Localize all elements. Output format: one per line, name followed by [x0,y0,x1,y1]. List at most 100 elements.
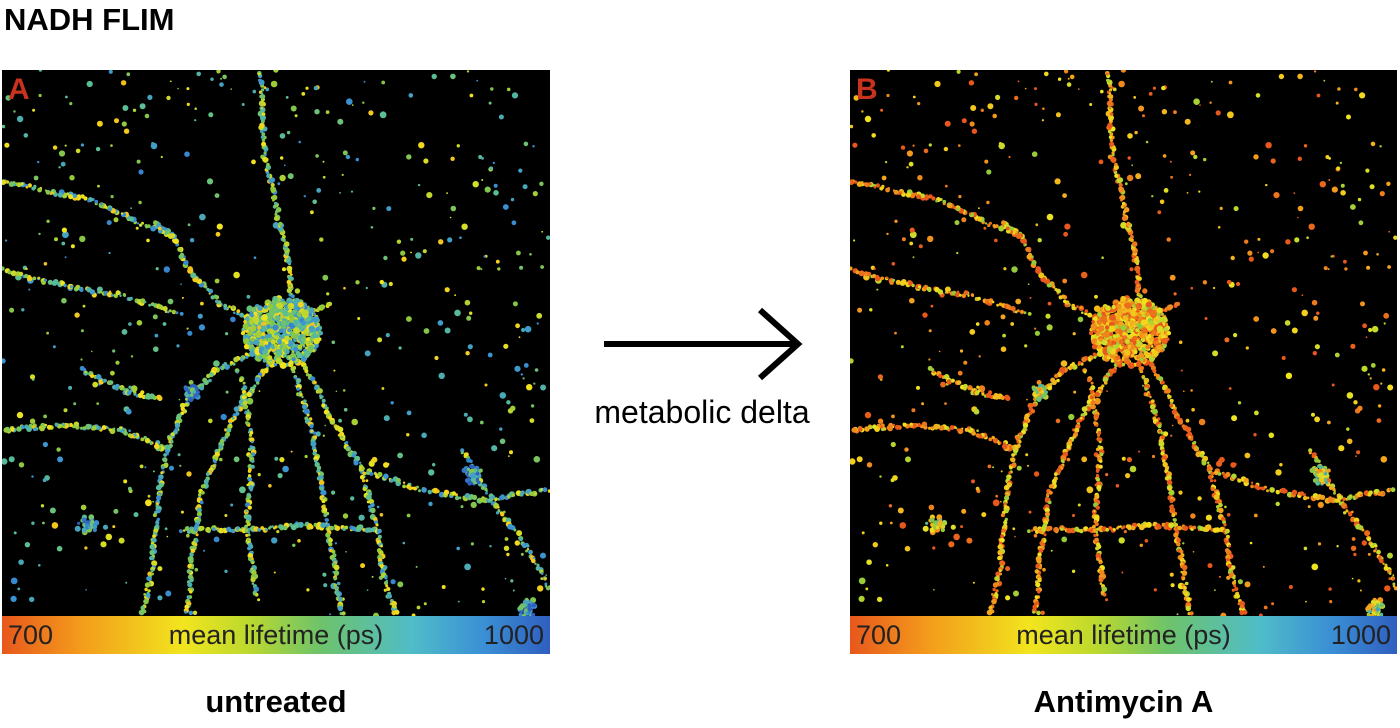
fluorescence-speck [963,360,968,365]
fluorescence-speck [986,169,992,175]
fluorescence-speck [1382,492,1385,496]
fluorescence-speck [42,521,45,525]
fluorescence-speck [1316,311,1320,315]
fluorescence-speck [90,373,95,379]
fluorescence-speck [1388,230,1391,233]
fluorescence-speck [1193,98,1200,105]
fluorescence-speck [150,142,158,150]
fluorescence-speck [992,499,1000,507]
fluorescence-speck [522,600,528,605]
fluorescence-speck [1370,141,1376,147]
fluorescence-speck [187,266,193,272]
fluorescence-speck [377,471,383,478]
fluorescence-speck [996,303,999,307]
fluorescence-speck [891,262,896,266]
fluorescence-speck [390,401,394,405]
fluorescence-speck [984,159,989,164]
fluorescence-speck [1348,494,1353,499]
fluorescence-speck [904,447,909,452]
fluorescence-speck [1350,343,1356,349]
fluorescence-speck [890,441,896,448]
fluorescence-speck [187,223,191,227]
fluorescence-speck [1047,301,1052,306]
fluorescence-speck [97,184,100,188]
fluorescence-speck [1265,142,1272,149]
fluorescence-speck [369,472,374,476]
fluorescence-speck [86,520,90,525]
fluorescence-speck [1105,473,1109,477]
fluorescence-speck [179,312,184,316]
fluorescence-speck [130,207,133,210]
fluorescence-speck [1366,265,1371,270]
fluorescence-speck [1016,440,1019,444]
fluorescence-speck [1049,490,1053,495]
fluorescence-speck [194,119,197,122]
fluorescence-speck [866,271,872,277]
fluorescence-speck [454,495,460,501]
fluorescence-speck [136,159,141,164]
fluorescence-speck [454,294,457,297]
fluorescence-speck [329,613,332,616]
fluorescence-speck [1346,392,1354,399]
fluorescence-speck [128,429,131,433]
fluorescence-speck [1214,589,1216,591]
fluorescence-speck [534,368,539,372]
fluorescence-speck [423,489,427,492]
fluorescence-speck [342,513,349,519]
fluorescence-speck [284,304,288,309]
fluorescence-speck [1015,298,1022,305]
fluorescence-speck [240,331,246,336]
fluorescence-speck [1231,565,1236,570]
fluorescence-speck [4,142,10,148]
fluorescence-speck [37,187,42,193]
fluorescence-speck [968,80,975,86]
fluorescence-speck [2,266,5,271]
fluorescence-speck [286,288,292,294]
fluorescence-speck [1213,494,1220,501]
fluorescence-speck [1281,355,1286,361]
fluorescence-speck [224,569,228,573]
fluorescence-speck [339,192,341,194]
fluorescence-speck [464,299,471,306]
fluorescence-speck [261,314,268,321]
fluorescence-speck [308,344,315,351]
fluorescence-speck [337,605,343,612]
fluorescence-speck [916,194,922,200]
fluorescence-speck [108,207,112,212]
fluorescence-speck [269,525,272,529]
fluorescence-speck [115,360,120,365]
fluorescence-speck [1373,549,1377,553]
fluorescence-speck [1388,488,1392,491]
fluorescence-speck [213,536,220,543]
fluorescence-speck [225,390,229,394]
fluorescence-speck [1328,179,1331,181]
fluorescence-speck [1250,481,1254,484]
fluorescence-speck [927,235,934,243]
fluorescence-speck [1012,310,1016,313]
fluorescence-speck [519,265,524,270]
fluorescence-speck [1083,526,1089,531]
fluorescence-speck [935,199,939,203]
fluorescence-speck [390,579,396,585]
fluorescence-speck [274,315,280,321]
fluorescence-speck [38,564,41,567]
fluorescence-speck [135,226,139,230]
fluorescence-speck [108,380,114,385]
fluorescence-speck [37,160,40,164]
fluorescence-speck [1105,72,1109,76]
fluorescence-speck [1337,87,1341,91]
fluorescence-speck [58,166,61,169]
fluorescence-speck [1333,489,1336,493]
fluorescence-speck [864,426,870,432]
fluorescence-speck [320,491,323,495]
fluorescence-speck [971,479,975,484]
fluorescence-speck [156,495,162,501]
fluorescence-speck [1237,478,1242,483]
fluorescence-speck [1111,135,1115,140]
fluorescence-speck [1074,427,1080,433]
fluorescence-speck [1092,528,1097,533]
fluorescence-speck [1015,447,1018,450]
fluorescence-speck [5,95,12,101]
fluorescence-speck [213,360,220,367]
fluorescence-speck [1001,220,1006,226]
